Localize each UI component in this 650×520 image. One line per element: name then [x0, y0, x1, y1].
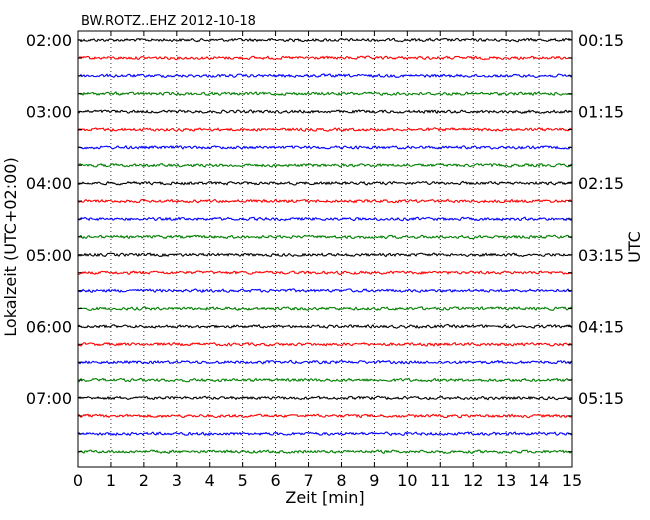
x-tick-label: 5 — [238, 471, 248, 490]
x-tick-label: 9 — [369, 471, 379, 490]
x-tick-label: 2 — [139, 471, 149, 490]
axis-ticks: 0 1 2 3 4 5 6 7 8 9 10 11 12 13 14 1502:0003:0004:0005:… — [26, 31, 624, 490]
x-tick-label: 6 — [271, 471, 281, 490]
seismic-trace-13 — [77, 270, 573, 276]
x-tick-label: 7 — [303, 471, 313, 490]
y-tick-label-right: 00:15 — [578, 31, 624, 50]
y-axis-label-left: Lokalzeit (UTC+02:00) — [1, 157, 20, 336]
y-tick-label-right: 03:15 — [578, 246, 624, 265]
seismic-trace-12 — [77, 252, 573, 258]
y-tick-label-right: 05:15 — [578, 389, 624, 408]
seismic-trace-15 — [77, 306, 573, 311]
seismic-trace-10 — [77, 216, 573, 222]
x-tick-label: 0 — [73, 471, 83, 490]
x-axis-label: Zeit [min] — [285, 488, 364, 507]
x-tick-label: 1 — [106, 471, 116, 490]
y-tick-label-right: 01:15 — [578, 103, 624, 122]
y-tick-label-right: 02:15 — [578, 174, 624, 193]
y-tick-label-left: 03:00 — [26, 103, 72, 122]
seismic-trace-9 — [77, 198, 573, 204]
seismic-traces — [77, 37, 573, 455]
seismic-trace-21 — [77, 413, 573, 419]
seismic-trace-1 — [77, 55, 573, 61]
y-tick-label-left: 04:00 — [26, 174, 72, 193]
chart-title: BW.ROTZ..EHZ 2012-10-18 — [81, 14, 256, 29]
x-tick-label: 11 — [430, 471, 450, 490]
y-tick-label-left: 05:00 — [26, 246, 72, 265]
seismic-trace-11 — [77, 234, 573, 240]
x-tick-label: 10 — [397, 471, 417, 490]
y-axis-label-right: UTC — [625, 231, 644, 263]
seismic-trace-7 — [77, 162, 573, 168]
x-tick-label: 4 — [205, 471, 215, 490]
y-tick-label-left: 07:00 — [26, 389, 72, 408]
seismic-trace-8 — [77, 180, 573, 186]
seismic-trace-20 — [77, 395, 573, 401]
seismic-trace-19 — [77, 377, 573, 383]
seismic-trace-22 — [77, 431, 573, 437]
x-tick-label: 3 — [172, 471, 182, 490]
x-tick-label: 13 — [496, 471, 516, 490]
seismic-trace-18 — [77, 359, 573, 365]
y-tick-label-left: 06:00 — [26, 317, 72, 336]
seismic-trace-0 — [77, 37, 573, 43]
y-tick-label-right: 04:15 — [578, 317, 624, 336]
plot-frame — [77, 30, 573, 468]
seismic-trace-16 — [77, 323, 573, 329]
seismic-trace-5 — [77, 127, 573, 132]
x-tick-label: 15 — [562, 471, 582, 490]
x-tick-label: 14 — [529, 471, 549, 490]
x-tick-label: 8 — [336, 471, 346, 490]
seismic-trace-14 — [77, 288, 573, 294]
seismic-trace-23 — [77, 449, 573, 455]
seismic-trace-6 — [77, 144, 573, 150]
seismic-trace-2 — [77, 73, 573, 79]
seismic-trace-3 — [77, 91, 573, 97]
x-tick-label: 12 — [463, 471, 483, 490]
vertical-grid — [110, 31, 540, 467]
seismic-trace-17 — [77, 341, 573, 347]
seismic-trace-4 — [77, 109, 573, 115]
y-tick-label-left: 02:00 — [26, 31, 72, 50]
